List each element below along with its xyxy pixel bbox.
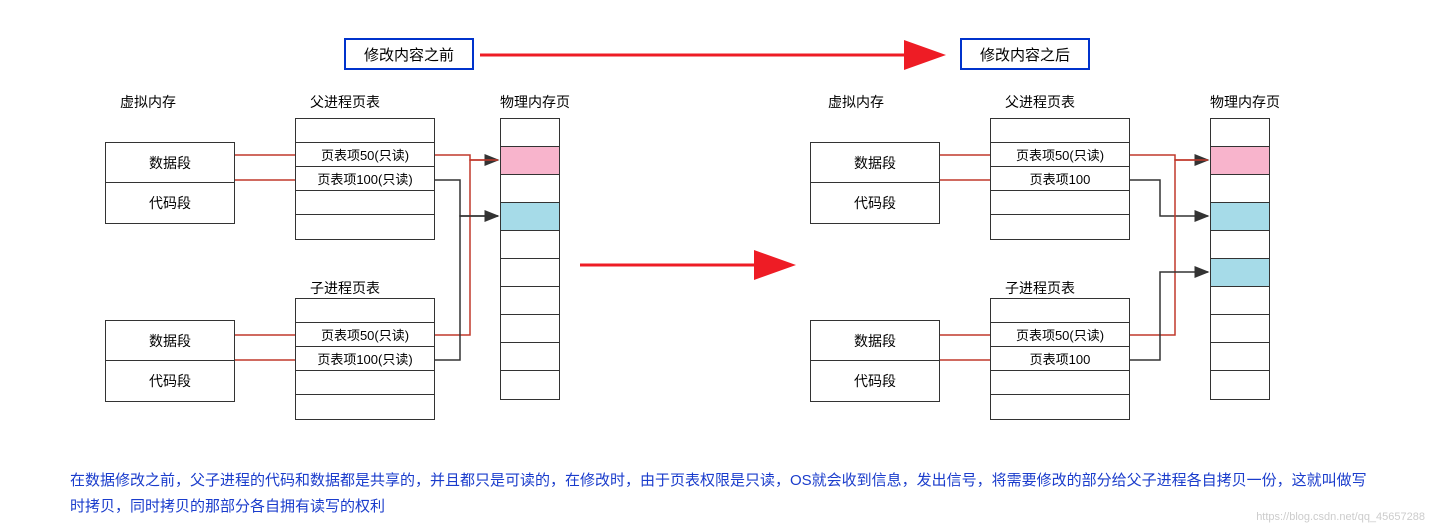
pt-row: 页表项100(只读): [296, 347, 434, 371]
memcol-right: [1210, 118, 1270, 400]
title-before-text: 修改内容之前: [364, 44, 454, 65]
mem-cell: [501, 259, 559, 287]
label-physpage-right: 物理内存页: [1210, 92, 1280, 112]
watermark-text: https://blog.csdn.net/qq_45657288: [1256, 511, 1425, 523]
label-virtualmem-right: 虚拟内存: [828, 92, 884, 112]
mem-cell: [501, 231, 559, 259]
codeseg: 代码段: [854, 193, 896, 213]
mem-cell: [1211, 259, 1269, 287]
vmem-parent-right: 数据段 代码段: [810, 142, 940, 224]
mem-cell: [501, 343, 559, 371]
mem-cell: [501, 147, 559, 175]
title-before: 修改内容之前: [344, 38, 474, 70]
mem-cell: [1211, 315, 1269, 343]
pt-row: [991, 119, 1129, 143]
pagetable-parent-left: 页表项50(只读) 页表项100(只读): [295, 118, 435, 240]
mem-cell: [501, 287, 559, 315]
pt-row: 页表项50(只读): [991, 323, 1129, 347]
dataseg: 数据段: [854, 153, 896, 173]
mem-cell: [1211, 231, 1269, 259]
pt-row: [991, 395, 1129, 419]
mem-cell: [1211, 175, 1269, 203]
pt-row: [991, 371, 1129, 395]
pagetable-child-right: 页表项50(只读) 页表项100: [990, 298, 1130, 420]
mem-cell: [1211, 119, 1269, 147]
mem-cell: [501, 315, 559, 343]
pt-row: 页表项100: [991, 167, 1129, 191]
pt-row: [296, 371, 434, 395]
label-childtable-left: 子进程页表: [310, 278, 380, 298]
dataseg: 数据段: [149, 153, 191, 173]
pagetable-parent-right: 页表项50(只读) 页表项100: [990, 118, 1130, 240]
pt-row: [296, 395, 434, 419]
label-virtualmem-left: 虚拟内存: [120, 92, 176, 112]
vmem-parent-left: 数据段 代码段: [105, 142, 235, 224]
mem-cell: [501, 119, 559, 147]
vmem-child-left: 数据段 代码段: [105, 320, 235, 402]
mem-cell: [501, 371, 559, 399]
mem-cell: [1211, 147, 1269, 175]
pt-row: [296, 119, 434, 143]
label-childtable-right: 子进程页表: [1005, 278, 1075, 298]
pt-row: [296, 191, 434, 215]
pt-row: 页表项50(只读): [296, 323, 434, 347]
label-physpage-left: 物理内存页: [500, 92, 570, 112]
pt-row: [296, 299, 434, 323]
pt-row: 页表项100(只读): [296, 167, 434, 191]
label-parenttable-left: 父进程页表: [310, 92, 380, 112]
pagetable-child-left: 页表项50(只读) 页表项100(只读): [295, 298, 435, 420]
mem-cell: [1211, 203, 1269, 231]
mem-cell: [1211, 287, 1269, 315]
pt-row: 页表项100: [991, 347, 1129, 371]
mem-cell: [1211, 343, 1269, 371]
pt-row: 页表项50(只读): [296, 143, 434, 167]
pt-row: 页表项50(只读): [991, 143, 1129, 167]
caption-text: 在数据修改之前，父子进程的代码和数据都是共享的，并且都只是可读的，在修改时，由于…: [70, 468, 1367, 519]
pt-row: [991, 215, 1129, 239]
codeseg: 代码段: [854, 371, 896, 391]
pt-row: [991, 191, 1129, 215]
vmem-child-right: 数据段 代码段: [810, 320, 940, 402]
title-after-text: 修改内容之后: [980, 44, 1070, 65]
pt-row: [296, 215, 434, 239]
mem-cell: [501, 175, 559, 203]
mem-cell: [1211, 371, 1269, 399]
memcol-left: [500, 118, 560, 400]
title-after: 修改内容之后: [960, 38, 1090, 70]
label-parenttable-right: 父进程页表: [1005, 92, 1075, 112]
codeseg: 代码段: [149, 371, 191, 391]
mem-cell: [501, 203, 559, 231]
dataseg: 数据段: [149, 331, 191, 351]
codeseg: 代码段: [149, 193, 191, 213]
pt-row: [991, 299, 1129, 323]
dataseg: 数据段: [854, 331, 896, 351]
